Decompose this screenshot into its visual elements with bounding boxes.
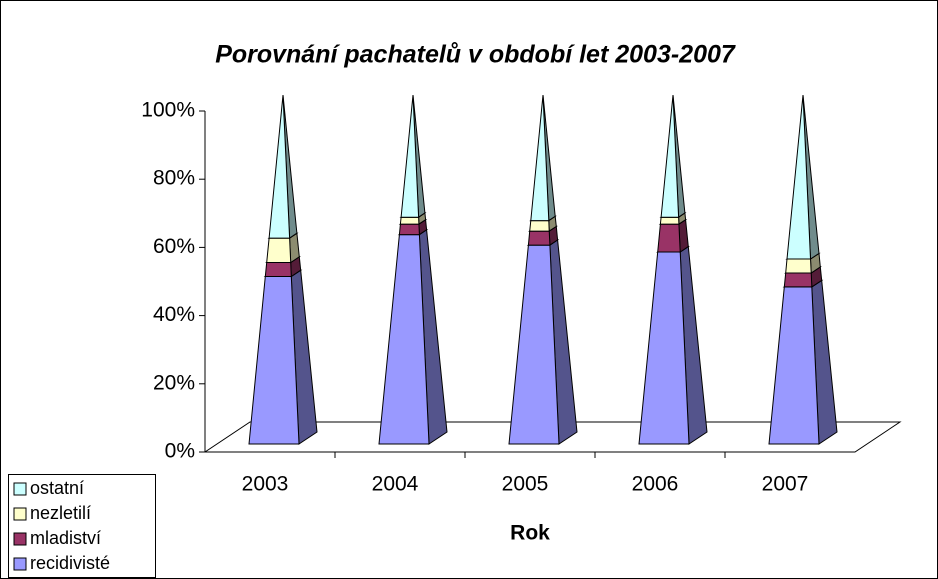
x-tick-label: 2005	[502, 473, 549, 496]
pyramid-front	[530, 94, 550, 222]
y-tick-label: 0%	[165, 440, 195, 463]
legend-label: recidivisté	[30, 553, 110, 573]
chart-title: Porovnání pachatelů v období let 2003-20…	[215, 41, 736, 69]
pyramid-front	[783, 272, 813, 288]
legend-box	[8, 474, 156, 578]
y-tick-label: 100%	[141, 99, 195, 122]
legend-swatch	[13, 507, 27, 521]
pyramid-front	[529, 220, 550, 232]
pyramid-front	[400, 94, 420, 218]
y-tick-label: 40%	[153, 303, 195, 326]
legend-swatch	[13, 532, 27, 546]
x-tick-label: 2006	[632, 473, 679, 496]
y-tick-label: 20%	[153, 371, 195, 394]
legend-swatch	[13, 482, 27, 496]
legend-label: mladiství	[30, 528, 101, 548]
x-tick-label: 2007	[762, 473, 809, 496]
pyramid-front	[268, 94, 291, 239]
y-tick-label: 60%	[153, 235, 195, 258]
pyramid-front	[786, 94, 812, 260]
x-tick-label: 2004	[372, 473, 419, 496]
y-tick-label: 80%	[153, 167, 195, 190]
pyramid-front	[785, 258, 812, 274]
pyramid-front	[264, 262, 292, 277]
x-tick-label: 2003	[242, 473, 289, 496]
legend-swatch	[13, 557, 27, 571]
pyramid-front	[657, 223, 681, 253]
pyramid-front	[399, 216, 420, 225]
pyramid-front	[266, 237, 292, 263]
pyramid-front	[398, 223, 420, 236]
pyramid-front	[660, 94, 680, 218]
pyramid-front	[527, 230, 551, 246]
pyramid-front	[659, 216, 680, 225]
legend-label: nezletilí	[30, 503, 91, 523]
legend-label: ostatní	[30, 478, 84, 498]
x-axis-title: Rok	[510, 522, 550, 545]
